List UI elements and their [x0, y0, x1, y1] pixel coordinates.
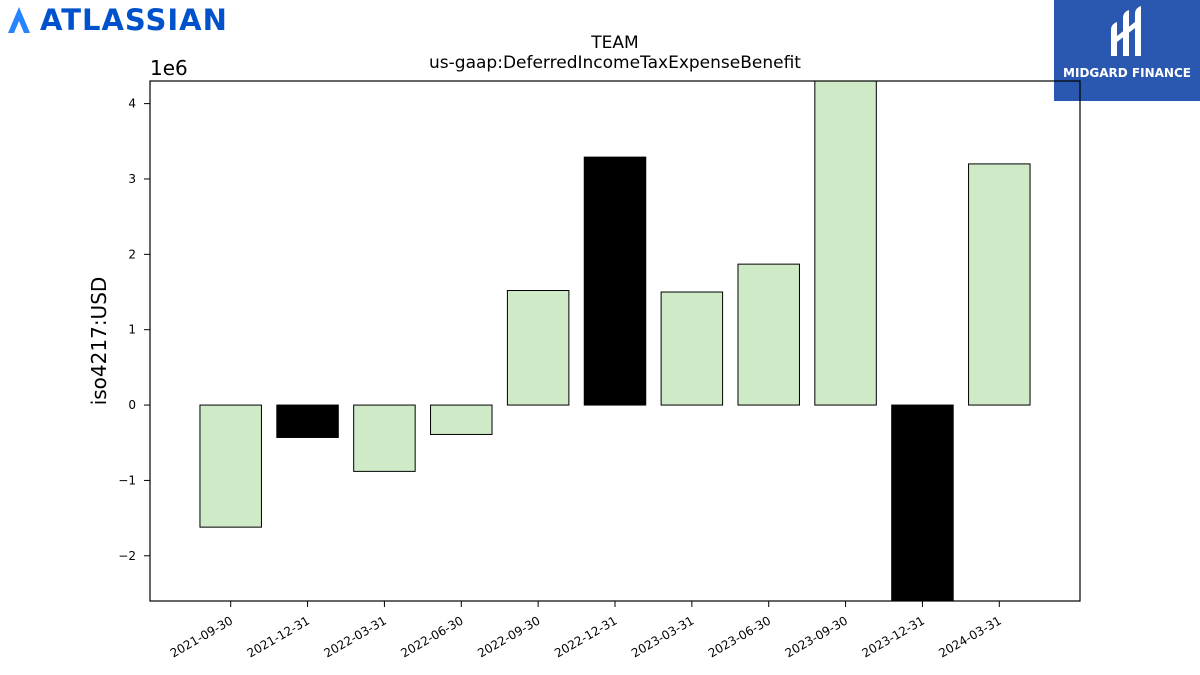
- y-tick-label: 1: [128, 323, 136, 337]
- x-tick-label: 2021-09-30: [168, 613, 235, 660]
- y-tick-label: 0: [128, 398, 136, 412]
- x-tick-label: 2022-06-30: [398, 613, 465, 660]
- x-tick-label: 2022-09-30: [475, 613, 542, 660]
- x-tick-label: 2023-06-30: [706, 613, 773, 660]
- y-offset-label: 1e6: [150, 56, 188, 80]
- bar-2022-12-31: [583, 156, 647, 406]
- bar-2022-03-31: [353, 404, 416, 472]
- y-tick-label: −1: [118, 473, 136, 487]
- y-axis-label: iso4217:USD: [87, 277, 111, 406]
- x-tick-label: 2024-03-31: [936, 613, 1003, 660]
- bars-group: [199, 80, 1031, 602]
- bar-2021-09-30: [199, 404, 262, 528]
- midgard-mark-icon: [1111, 6, 1141, 56]
- bar-2021-12-31: [276, 404, 339, 438]
- chart-subtitle: us-gaap:DeferredIncomeTaxExpenseBenefit: [429, 53, 801, 73]
- atlassian-logo: ATLASSIAN: [4, 4, 228, 36]
- x-axis-ticks: 2021-09-30 2021-12-31 2022-03-31 2022-06-30…: [168, 601, 1004, 660]
- bar-2023-12-31: [891, 404, 954, 602]
- atlassian-mark-icon: [8, 7, 30, 33]
- plot-area-frame: [149, 80, 1081, 602]
- y-tick-label: 3: [128, 172, 136, 186]
- bar-2023-03-31: [660, 291, 724, 406]
- y-tick-label: 4: [128, 97, 136, 111]
- y-tick-label: −2: [118, 549, 136, 563]
- x-tick-label: 2022-12-31: [552, 613, 619, 660]
- chart-title: TEAM: [590, 33, 638, 53]
- y-tick-label: 2: [128, 247, 136, 261]
- midgard-wordmark: MIDGARD FINANCE: [1063, 66, 1191, 80]
- x-tick-label: 2021-12-31: [245, 613, 312, 660]
- x-tick-label: 2023-12-31: [860, 613, 927, 660]
- x-tick-label: 2022-03-31: [322, 613, 389, 660]
- midgard-finance-logo: MIDGARD FINANCE: [1054, 0, 1200, 101]
- bar-2023-06-30: [737, 263, 800, 406]
- x-tick-label: 2023-03-31: [629, 613, 696, 660]
- bar-2024-03-31: [968, 163, 1031, 406]
- bar-2022-06-30: [430, 404, 493, 435]
- x-tick-label: 2023-09-30: [783, 613, 850, 660]
- atlassian-wordmark: ATLASSIAN: [40, 3, 228, 37]
- bar-2022-09-30: [506, 290, 570, 406]
- y-axis-ticks: −2 −1 0 1 2 3 4: [118, 97, 150, 563]
- bar-2023-09-30: [814, 80, 877, 406]
